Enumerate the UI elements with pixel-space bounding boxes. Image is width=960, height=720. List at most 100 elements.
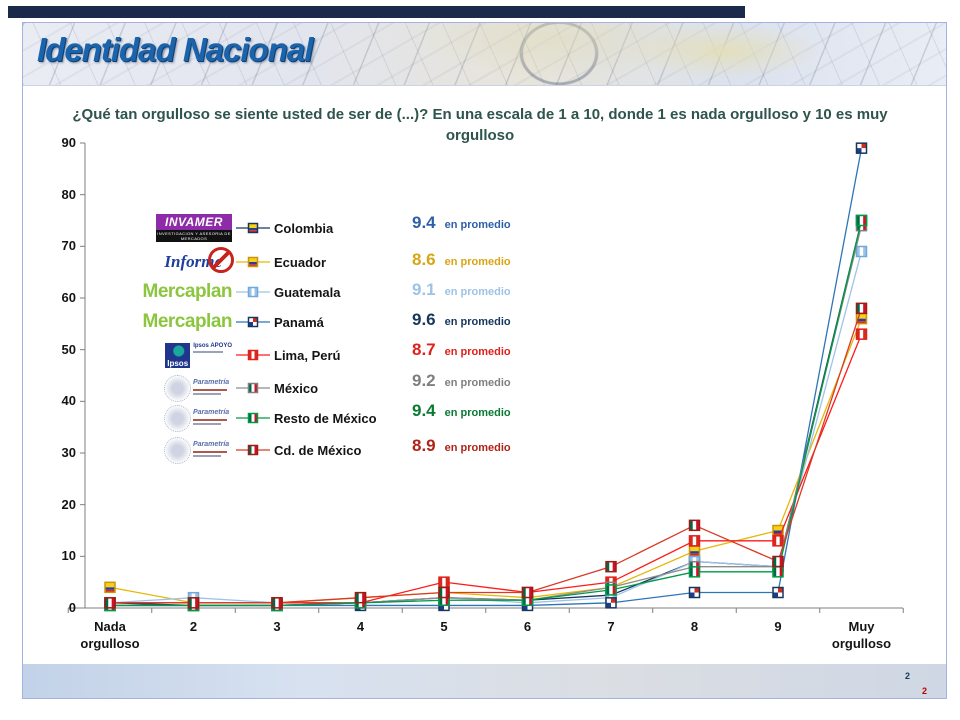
legend-label: Guatemala [274,284,341,300]
parametria-logo: Parametría [162,403,232,433]
legend-row-Panamá: Mercaplan Panamá [143,305,324,339]
legend-swatch-Guatemala [236,286,270,298]
header-banner: Identidad Nacional [23,23,946,86]
y-axis-tick-label: 70 [61,238,76,254]
legend-swatch-Lima, Perú [236,349,270,361]
y-axis-tick-label: 60 [61,290,76,305]
legend-swatch-Cd. de México [236,444,270,456]
mercaplan-logo: Mercaplan [142,311,233,332]
legend-swatch-Ecuador [236,256,270,268]
parametria-logo-text: Parametría [193,409,230,416]
legend-logo: Informe [156,247,234,273]
average-suffix: en promedio [444,219,511,231]
footer-band: 2 2 [23,664,946,698]
average-value: 9.4 [412,401,436,420]
x-axis-label: 4 [356,619,365,634]
top-accent-bar [8,6,745,18]
slide-number-secondary: 2 [921,686,927,696]
series-marker [247,256,259,268]
parametria-logo-text: Parametría [193,441,230,448]
average-value: 9.4 [412,213,436,232]
average-row-Cd. de México: 8.9 en promedio [412,436,511,456]
average-value: 8.7 [412,340,436,359]
x-axis-label: 7 [607,619,615,634]
average-suffix: en promedio [444,346,511,358]
average-suffix: en promedio [444,407,511,419]
legend-label: Colombia [274,220,334,236]
parametria-logo-mark [164,375,191,402]
slide-title: Identidad Nacional [37,31,313,68]
chart-title: ¿Qué tan orgulloso se siente usted de se… [72,106,888,144]
y-axis-tick-label: 90 [61,135,76,150]
legend-swatch-México [236,382,270,394]
y-axis-tick-label: 50 [61,341,76,357]
invamer-logo-text: INVAMER [165,215,223,229]
x-axis-label: 8 [690,619,699,634]
parametria-logo-mark [164,437,191,464]
average-suffix: en promedio [444,256,511,268]
parametria-logo: Parametría [162,373,232,403]
legend-logo: INVAMER INVESTIGACION Y ASESORIA DE MERCA… [156,214,232,242]
legend-row-Ecuador: Informe Ecuador [156,245,326,279]
y-axis-tick-label: 0 [68,600,76,615]
series-marker [247,382,259,394]
y-axis-tick-label: 20 [61,496,76,512]
legend-row-Lima, Perú: Ipsos Ipsos APOYO Lima, Perú [156,338,340,372]
ipsos-logo: Ipsos Ipsos APOYO [165,342,232,368]
legend-label: Ecuador [274,254,327,270]
y-axis-tick-label: 10 [61,548,76,564]
legend-swatch-Panamá [236,316,270,328]
average-suffix: en promedio [444,377,511,389]
ipsos-logo-side: Ipsos APOYO [193,343,232,353]
parametria-logo-text: Parametría [193,379,230,386]
average-value: 9.6 [412,310,436,329]
legend-row-Resto de México: Parametría Resto de México [156,401,377,435]
average-row-Lima, Perú: 8.7 en promedio [412,340,511,360]
invamer-logo-subtext: INVESTIGACION Y ASESORIA DE MERCADOS [156,230,232,242]
average-suffix: en promedio [444,316,511,328]
x-axis-label: 5 [440,619,448,634]
x-axis-label: 9 [774,619,782,634]
ipsos-logo-subtext: Ipsos APOYO [193,342,232,349]
average-suffix: en promedio [444,442,511,454]
series-marker [247,349,259,361]
legend-logo: Parametría [156,435,232,465]
ipsos-logo-square: Ipsos [165,342,191,368]
legend-row-Colombia: INVAMER INVESTIGACION Y ASESORIA DE MERCA… [156,211,333,245]
x-axis-label: 6 [523,619,532,634]
legend-swatch-Colombia [236,222,270,234]
average-value: 9.1 [412,280,436,299]
average-value: 8.9 [412,436,436,455]
legend-label: Cd. de México [274,442,362,458]
ipsos-logo-rule [193,350,224,353]
parametria-logo-rule [193,419,227,421]
average-suffix: en promedio [444,286,511,298]
average-row-Panamá: 9.6 en promedio [412,310,511,330]
parametria-logo-rule [193,455,221,457]
series-marker [247,444,259,456]
y-axis-tick-label: 80 [61,186,76,202]
average-row-Resto de México: 9.4 en promedio [412,401,511,421]
average-row-México: 9.2 en promedio [412,371,511,391]
parametria-logo-mark [164,405,191,432]
x-axis-label: 2 [189,619,198,634]
average-row-Guatemala: 9.1 en promedio [412,280,511,300]
x-axis-label: 3 [273,619,281,634]
legend-row-México: Parametría México [156,371,318,405]
series-marker [247,316,259,328]
average-row-Colombia: 9.4 en promedio [412,213,511,233]
parametria-logo-rule [193,451,227,453]
legend-row-Cd. de México: Parametría Cd. de México [156,433,361,467]
slide-number: 2 [904,671,910,681]
legend-logo: Mercaplan [143,311,233,333]
legend-row-Guatemala: Mercaplan Guatemala [143,275,341,309]
x-axis-label: Nada orgulloso [80,619,140,651]
series-marker [247,412,259,424]
parametria-logo: Parametría [162,435,232,465]
average-value: 9.2 [412,371,436,390]
series-marker [247,286,259,298]
parametria-logo-rule [193,389,227,391]
invamer-logo: INVAMER INVESTIGACION Y ASESORIA DE MERCA… [156,214,232,242]
informe-logo: Informe [164,247,234,273]
